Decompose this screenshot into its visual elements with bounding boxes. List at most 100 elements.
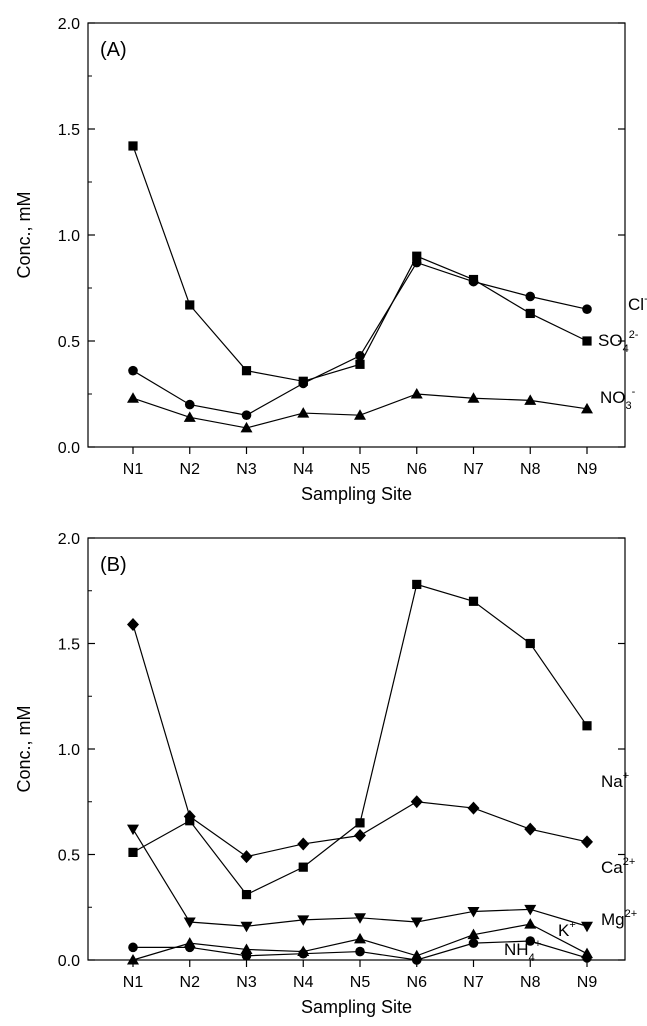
data-point — [525, 308, 535, 319]
x-tick-label: N2 — [180, 461, 201, 478]
data-point — [524, 904, 537, 916]
data-point — [297, 407, 310, 418]
data-point — [240, 421, 253, 433]
y-tick-label: 2.0 — [58, 16, 80, 33]
plot-frame — [87, 537, 626, 961]
data-point — [525, 936, 536, 946]
data-point — [241, 410, 252, 421]
y-tick-label: 1.0 — [58, 742, 80, 759]
data-point — [128, 141, 138, 151]
x-tick-label: N4 — [293, 461, 314, 478]
plot-frame — [87, 22, 626, 448]
series-NO3-: NO3- — [127, 386, 636, 433]
data-point — [128, 847, 138, 857]
data-point — [184, 942, 195, 953]
series-label: Cl- — [628, 293, 647, 314]
y-axis-title: Conc., mM — [14, 191, 34, 278]
data-point — [354, 409, 366, 420]
data-point — [183, 810, 196, 824]
x-tick-label: N2 — [180, 974, 201, 991]
x-tick-label: N8 — [520, 974, 541, 991]
x-axis-title: Sampling Site — [301, 484, 412, 504]
data-point — [524, 822, 537, 836]
data-point — [298, 862, 308, 872]
data-point — [127, 824, 139, 836]
data-point — [354, 913, 366, 924]
chart-panel-b: 0.0 0.5 1.0 1.5 2.0 N1 N2 N3 N4 N5 N6 N7 N8 N9 Samplin… — [14, 531, 637, 1017]
series-Cl-: Cl- — [128, 257, 647, 421]
data-point — [355, 351, 365, 361]
data-point — [297, 915, 310, 926]
y-tick-label: 1.0 — [58, 228, 80, 245]
data-point — [241, 889, 252, 900]
y-tick-label: 0.0 — [58, 953, 80, 970]
data-point — [355, 818, 365, 828]
data-point — [185, 300, 195, 310]
y-tick-label: 0.5 — [58, 848, 80, 865]
data-point — [298, 948, 309, 959]
data-point — [468, 938, 479, 948]
data-point — [240, 943, 253, 954]
chart-panel-a: 0.0 0.5 1.0 1.5 2.0 N1 N2 N3 N4 N5 N6 N7 N8 N9 Samplin… — [14, 16, 647, 504]
series-line — [132, 583, 588, 896]
data-point — [297, 837, 310, 851]
data-point — [128, 942, 138, 953]
series-label: K+ — [558, 919, 576, 940]
x-tick-label: N1 — [123, 461, 144, 478]
x-tick-label: N3 — [236, 461, 257, 478]
data-point — [412, 579, 422, 590]
y-tick-label: 1.5 — [58, 122, 80, 139]
data-point — [582, 953, 592, 963]
data-point — [524, 918, 537, 929]
data-point — [467, 906, 480, 918]
data-point — [410, 388, 423, 399]
data-point — [240, 921, 253, 933]
panel-label: (B) — [100, 554, 127, 576]
data-point — [582, 336, 592, 346]
data-point — [581, 402, 593, 414]
data-point — [467, 392, 480, 403]
series-label: Mg2+ — [601, 908, 637, 929]
data-point — [355, 359, 365, 369]
data-point — [412, 251, 422, 261]
series-label: Ca2+ — [601, 856, 635, 877]
x-tick-label: N9 — [577, 461, 598, 478]
series-label: NO3- — [600, 386, 636, 412]
data-point — [525, 638, 535, 649]
x-tick-label: N5 — [350, 461, 371, 478]
x-tick-label: N6 — [407, 461, 428, 478]
data-point — [582, 304, 592, 315]
x-tick-label: N8 — [520, 461, 541, 478]
data-point — [581, 835, 593, 849]
x-tick-label: N1 — [123, 974, 144, 991]
data-point — [410, 917, 423, 929]
data-point — [241, 950, 252, 961]
data-point — [241, 366, 252, 376]
x-tick-label: N6 — [407, 974, 428, 991]
series-label: NH4+ — [504, 938, 541, 964]
series-Mg2+: Mg2+ — [127, 824, 637, 933]
data-point — [468, 596, 479, 606]
data-point — [128, 365, 138, 376]
x-tick-label: N4 — [293, 974, 314, 991]
series-line — [132, 261, 588, 416]
data-point — [127, 954, 139, 965]
data-point — [468, 274, 479, 285]
series-line — [132, 828, 588, 927]
data-point — [127, 618, 139, 632]
x-tick-label: N3 — [236, 974, 257, 991]
y-tick-label: 0.0 — [58, 440, 80, 457]
series-label: SO42- — [598, 329, 639, 355]
series-SO42-: SO42- — [128, 141, 639, 386]
x-tick-label: N7 — [463, 461, 484, 478]
data-point — [298, 376, 308, 386]
x-tick-label: N5 — [350, 974, 371, 991]
data-point — [467, 801, 480, 815]
series-Na+: Na+ — [128, 579, 629, 900]
data-point — [524, 394, 537, 405]
data-point — [354, 829, 366, 843]
data-point — [183, 917, 196, 929]
data-point — [354, 932, 366, 944]
x-tick-label: N9 — [577, 974, 598, 991]
